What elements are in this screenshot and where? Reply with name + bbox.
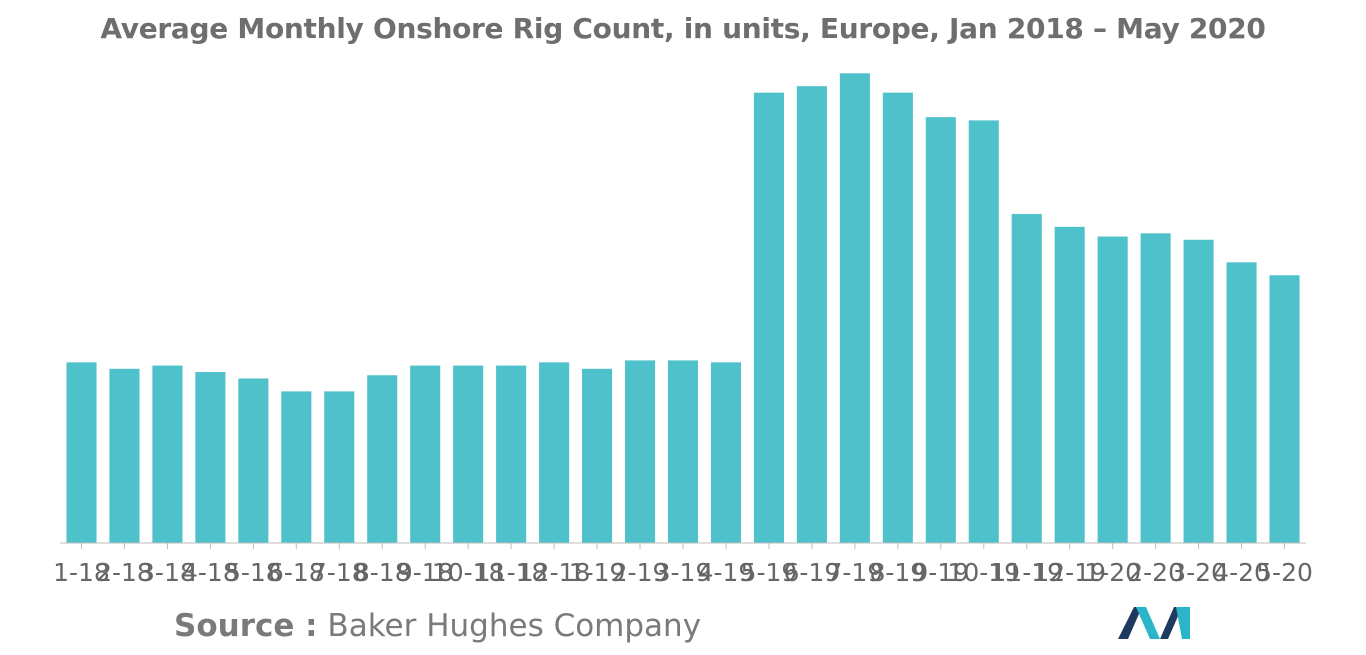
- source-line: Source : Baker Hughes Company: [174, 608, 701, 644]
- x-tick-label: 2-20: [1127, 558, 1184, 587]
- bar-5-18: [238, 378, 269, 543]
- x-tick-label: 12-18: [518, 558, 591, 587]
- x-tick-label: 4-20: [1213, 558, 1270, 587]
- bars-group: [66, 73, 1300, 544]
- x-tick-label: 7-18: [311, 558, 368, 587]
- x-tick-label: 5-20: [1256, 558, 1313, 587]
- x-tick-label: 3-18: [139, 558, 196, 587]
- mordor-intelligence-logo-icon: [1118, 607, 1190, 639]
- x-tick-label: 3-19: [655, 558, 712, 587]
- x-tick-label: 5-18: [225, 558, 282, 587]
- bar-2-20: [1140, 233, 1171, 544]
- logo-part-mid: [1136, 607, 1160, 639]
- x-tick-label: 4-19: [698, 558, 755, 587]
- x-axis-labels: 1-182-183-184-185-186-187-188-189-1810-1…: [53, 558, 1313, 587]
- x-tick-label: 12-19: [1033, 558, 1106, 587]
- bar-8-18: [367, 375, 398, 543]
- bar-5-20: [1269, 275, 1300, 543]
- bar-1-18: [66, 362, 97, 543]
- x-tick-label: 11-18: [475, 558, 548, 587]
- x-tick-label: 6-18: [268, 558, 325, 587]
- bar-chart: 1-182-183-184-185-186-187-188-189-1810-1…: [53, 73, 1313, 587]
- x-axis-ticks: [80, 543, 1286, 549]
- bar-10-19: [968, 120, 999, 543]
- x-tick-label: 2-19: [612, 558, 669, 587]
- logo-part-right-dark: [1160, 607, 1182, 639]
- logo-part-right-light: [1176, 607, 1190, 639]
- source-text: Baker Hughes Company: [317, 608, 702, 644]
- x-tick-label: 9-18: [397, 558, 454, 587]
- bar-1-19: [582, 368, 613, 543]
- x-tick-label: 9-19: [912, 558, 969, 587]
- bar-9-19: [925, 117, 956, 543]
- x-tick-label: 10-19: [947, 558, 1020, 587]
- x-tick-label: 8-19: [869, 558, 926, 587]
- bar-5-19: [753, 92, 784, 544]
- bar-3-20: [1183, 239, 1214, 543]
- x-tick-label: 2-18: [96, 558, 153, 587]
- bar-6-18: [281, 391, 312, 543]
- x-tick-label: 1-18: [53, 558, 110, 587]
- bar-1-20: [1097, 236, 1128, 543]
- bar-7-19: [839, 73, 870, 543]
- x-tick-label: 10-18: [432, 558, 505, 587]
- logo-part-left: [1118, 607, 1142, 639]
- bar-10-18: [453, 365, 484, 543]
- bar-4-18: [195, 372, 226, 543]
- x-tick-label: 1-19: [569, 558, 626, 587]
- x-tick-label: 5-19: [741, 558, 798, 587]
- bar-2-19: [625, 360, 656, 543]
- bar-3-18: [152, 365, 183, 543]
- x-tick-label: 8-18: [354, 558, 411, 587]
- source-label: Source :: [174, 608, 318, 644]
- bar-11-19: [1011, 213, 1042, 543]
- bar-12-19: [1054, 226, 1085, 543]
- x-tick-label: 3-20: [1170, 558, 1227, 587]
- bar-9-18: [410, 365, 441, 543]
- bar-8-19: [882, 92, 913, 544]
- bar-2-18: [109, 368, 140, 543]
- x-tick-label: 1-20: [1084, 558, 1141, 587]
- x-tick-label: 6-19: [784, 558, 841, 587]
- bar-4-20: [1226, 262, 1257, 543]
- bar-11-18: [496, 365, 527, 543]
- x-tick-label: 7-19: [826, 558, 883, 587]
- x-tick-label: 4-18: [182, 558, 239, 587]
- x-tick-label: 11-19: [990, 558, 1063, 587]
- bar-3-19: [667, 360, 699, 543]
- bar-12-18: [539, 362, 570, 543]
- bar-4-19: [710, 362, 742, 543]
- bar-6-19: [796, 86, 827, 543]
- bar-7-18: [324, 391, 355, 543]
- chart-title: Average Monthly Onshore Rig Count, in un…: [100, 12, 1266, 45]
